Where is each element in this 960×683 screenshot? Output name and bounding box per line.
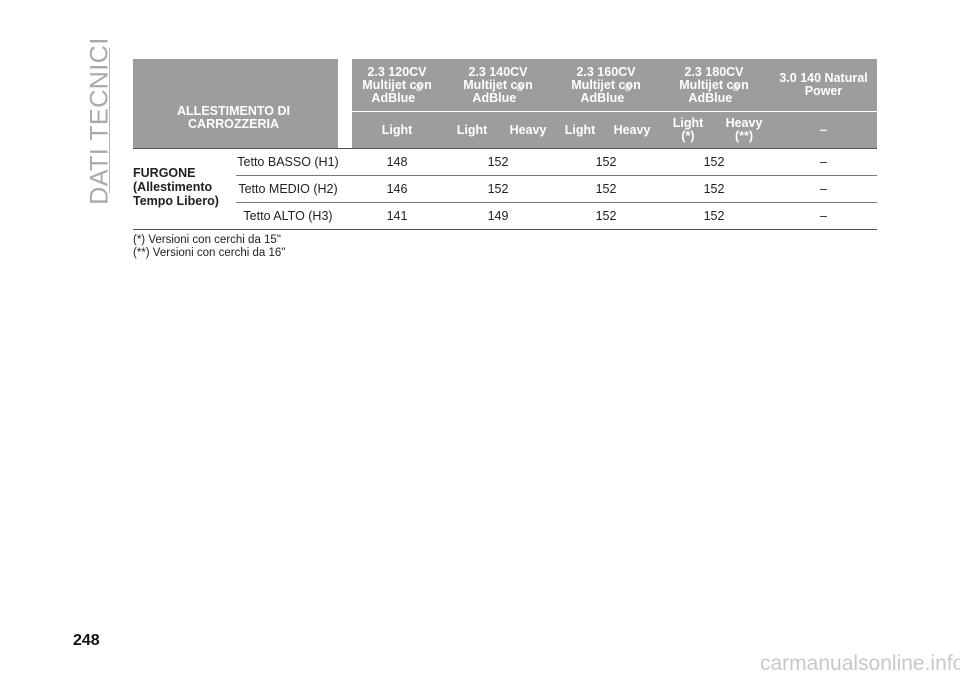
engine-5-line-2: Power (804, 84, 843, 98)
subheader-light-1: Light (352, 112, 442, 148)
registered-mark: ® (732, 82, 740, 94)
category-line-2: (Allestimento (133, 180, 213, 194)
subheader-natural-power: – (770, 112, 877, 148)
subheader-natural-power-text: – (820, 122, 827, 137)
header-separator (352, 111, 877, 112)
table-bottom-rule (133, 229, 877, 230)
subheader-heavy-4: Heavy (**) (718, 112, 770, 148)
value-cell: 152 (703, 182, 725, 196)
value-cell: 152 (487, 155, 509, 169)
registered-mark: ® (415, 82, 423, 94)
value-cell: 152 (595, 155, 617, 169)
engine-4-line-2: Multijet con (679, 77, 749, 92)
row-divider (236, 175, 877, 176)
value-cell: 149 (487, 209, 509, 223)
footnote-2: (**) Versioni con cerchi da 16" (133, 246, 286, 259)
subheader-light-2-text: Light (456, 122, 488, 137)
subheader-light-4-note: (*) (681, 129, 695, 143)
subheader-heavy-3: Heavy (606, 112, 658, 148)
subheader-light-4: Light (*) (658, 112, 718, 148)
registered-mark: ® (624, 82, 632, 94)
engine-5-line-1: 3.0 140 Natural (779, 71, 868, 85)
watermark-text: carmanualsonline.info (760, 652, 960, 675)
subheader-light-4-text: Light (672, 116, 704, 130)
engine-3-line-1: 2.3 160CV (576, 64, 636, 79)
header-engine-5: 3.0 140 Natural Power (770, 59, 877, 111)
subheader-light-3: Light (554, 112, 606, 148)
engine-3-line-2: Multijet con (571, 77, 641, 92)
value-cell: 152 (703, 209, 725, 223)
value-cell: – (820, 182, 827, 196)
section-title-text: DATI TECNICI (85, 36, 114, 205)
section-divider (109, 48, 110, 193)
subheader-heavy-4-note: (**) (734, 129, 754, 143)
engine-2-line-2: Multijet con (463, 77, 533, 92)
header-engine-2: 2.3 140CV Multijet con AdBlue® (442, 59, 554, 111)
row-label: Tetto ALTO (H3) (243, 209, 333, 223)
category-label: FURGONE (Allestimento Tempo Libero) (133, 166, 233, 208)
section-title: DATI TECNICI (82, 37, 118, 205)
engine-1-line-3: AdBlue (371, 90, 416, 105)
value-cell: 152 (595, 182, 617, 196)
row-divider (236, 202, 877, 203)
footnote-1: (*) Versioni con cerchi da 15" (133, 234, 281, 246)
subheader-heavy-3-text: Heavy (613, 122, 651, 137)
subheader-heavy-2-text: Heavy (509, 122, 547, 137)
engine-4-line-3: AdBlue (688, 90, 733, 105)
category-line-1: FURGONE (133, 166, 196, 180)
engine-3-line-3: AdBlue (580, 90, 625, 105)
value-cell: – (820, 155, 827, 169)
subheader-light-2: Light (442, 112, 502, 148)
subheader-light-3-text: Light (564, 122, 596, 137)
value-cell: 146 (386, 182, 408, 196)
value-cell: – (820, 209, 827, 223)
value-cell: 141 (386, 209, 408, 223)
subheader-heavy-2: Heavy (502, 112, 554, 148)
header-engine-3: 2.3 160CV Multijet con AdBlue® (554, 59, 658, 111)
subheader-heavy-4-text: Heavy (725, 116, 763, 130)
table-top-rule (133, 148, 877, 149)
page-number: 248 (73, 632, 100, 649)
engine-1-line-1: 2.3 120CV (367, 64, 427, 79)
value-cell: 152 (703, 155, 725, 169)
category-line-3: Tempo Libero) (133, 194, 219, 208)
row-label: Tetto MEDIO (H2) (238, 182, 338, 196)
value-cell: 148 (386, 155, 408, 169)
header-row-label: ALLESTIMENTO DI CARROZZERIA (133, 59, 338, 148)
engine-2-line-3: AdBlue (472, 90, 517, 105)
row-label: Tetto BASSO (H1) (237, 155, 339, 169)
registered-mark: ® (516, 82, 524, 94)
header-engine-4: 2.3 180CV Multijet con AdBlue® (658, 59, 770, 111)
subheader-light-1-text: Light (381, 122, 413, 137)
footnotes: (*) Versioni con cerchi da 15" (**) Vers… (133, 234, 285, 259)
header-engine-1: 2.3 120CV Multijet con AdBlue® (352, 59, 442, 111)
engine-1-line-2: Multijet con (362, 77, 432, 92)
header-row-label-text: ALLESTIMENTO DI CARROZZERIA (177, 103, 290, 131)
value-cell: 152 (487, 182, 509, 196)
engine-2-line-1: 2.3 140CV (468, 64, 528, 79)
value-cell: 152 (595, 209, 617, 223)
engine-4-line-1: 2.3 180CV (684, 64, 744, 79)
